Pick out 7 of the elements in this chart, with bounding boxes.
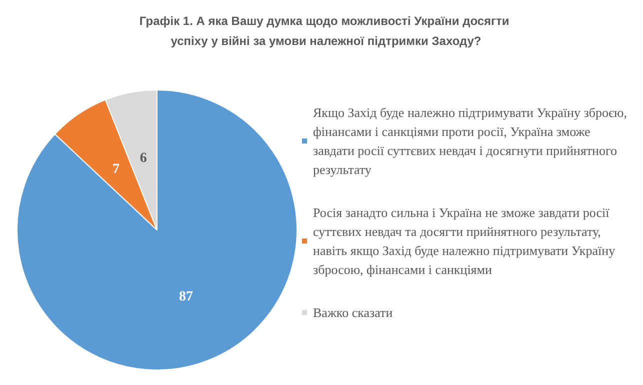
legend-label: Якщо Захід буде належно підтримувати Україну зброєю, фінансами і санкціями проти росії, Україна зможе завдати росії суттєвих невдач і досягнути прийнятного результату bbox=[313, 105, 627, 177]
legend-label: Росія занадто сильна і Україна не зможе завдати росії суттєвих невдач та досягти прийнятного результату, навіть якщо Захід буде належно підтримувати Україну збросою, фінансами і санкціями bbox=[313, 205, 616, 277]
data-label: 6 bbox=[140, 150, 147, 166]
data-label: 87 bbox=[178, 289, 193, 304]
data-label: 7 bbox=[112, 162, 120, 178]
legend-label: Важко сказати bbox=[313, 305, 393, 320]
chart-title: Графік 1. А яка Вашу думка щодо можливості України досягти успіху у війні за умови належної підтримки Заходу? bbox=[139, 14, 513, 48]
